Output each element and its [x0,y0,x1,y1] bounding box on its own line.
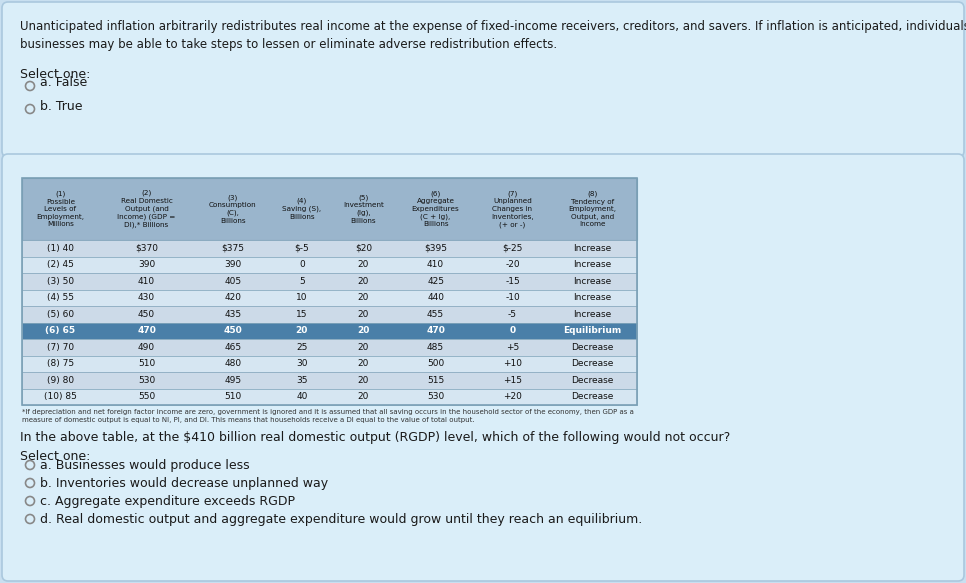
Text: Decrease: Decrease [571,392,613,401]
Text: 435: 435 [224,310,242,319]
Text: 25: 25 [297,343,307,352]
Text: 20: 20 [357,392,369,401]
Text: $-25: $-25 [502,244,523,253]
Text: 450: 450 [223,326,242,335]
Text: 530: 530 [138,376,156,385]
Text: 440: 440 [427,293,444,302]
Text: 20: 20 [357,260,369,269]
Text: 10: 10 [296,293,307,302]
Text: 0: 0 [298,260,304,269]
Text: $20: $20 [355,244,372,253]
Text: a. False: a. False [40,76,87,90]
Text: $375: $375 [221,244,244,253]
Text: (2) 45: (2) 45 [47,260,73,269]
Text: 5: 5 [298,277,304,286]
Text: 450: 450 [138,310,156,319]
Text: *If depreciation and net foreign factor income are zero, government is ignored a: *If depreciation and net foreign factor … [22,409,634,423]
Text: 500: 500 [427,359,444,368]
Text: b. Inventories would decrease unplanned way: b. Inventories would decrease unplanned … [40,476,328,490]
Text: Select one:: Select one: [20,68,91,81]
Text: Increase: Increase [573,310,611,319]
Text: 40: 40 [297,392,307,401]
Text: 495: 495 [224,376,242,385]
Text: 20: 20 [296,326,308,335]
Text: 20: 20 [357,326,370,335]
Text: +5: +5 [506,343,519,352]
Text: $395: $395 [424,244,447,253]
Text: (1) 40: (1) 40 [47,244,74,253]
Bar [22,178,637,405]
Text: Increase: Increase [573,293,611,302]
Text: c. Aggregate expenditure exceeds RGDP: c. Aggregate expenditure exceeds RGDP [40,494,295,507]
Text: 35: 35 [296,376,307,385]
Text: (3) 50: (3) 50 [47,277,74,286]
Text: -20: -20 [505,260,520,269]
Bar [22,388,637,405]
Text: 30: 30 [296,359,307,368]
Text: Decrease: Decrease [571,376,613,385]
Text: 0: 0 [509,326,516,335]
FancyBboxPatch shape [2,2,964,157]
Text: +10: +10 [503,359,522,368]
Text: (7) 70: (7) 70 [47,343,74,352]
Text: 20: 20 [357,343,369,352]
Text: (9) 80: (9) 80 [47,376,74,385]
Text: (4)
Saving (S),
Billions: (4) Saving (S), Billions [282,198,322,220]
Text: (4) 55: (4) 55 [47,293,74,302]
Text: Equilibrium: Equilibrium [563,326,621,335]
Text: b. True: b. True [40,100,82,113]
Text: a. Businesses would produce less: a. Businesses would produce less [40,458,249,472]
Text: (8) 75: (8) 75 [47,359,74,368]
Text: 410: 410 [138,277,156,286]
Text: 510: 510 [138,359,156,368]
Text: (3)
Consumption
(C),
Billions: (3) Consumption (C), Billions [209,194,256,224]
Bar [22,306,637,322]
Text: -5: -5 [508,310,517,319]
Text: d. Real domestic output and aggregate expenditure would grow until they reach an: d. Real domestic output and aggregate ex… [40,512,642,525]
Text: Increase: Increase [573,260,611,269]
Text: 550: 550 [138,392,156,401]
Text: 405: 405 [224,277,242,286]
Text: Increase: Increase [573,244,611,253]
Text: $-5: $-5 [295,244,309,253]
Text: (1)
Possible
Levels of
Employment,
Millions: (1) Possible Levels of Employment, Milli… [37,191,84,227]
Bar [22,290,637,306]
Text: 485: 485 [427,343,444,352]
Text: (7)
Unplanned
Changes in
Inventories,
(+ or -): (7) Unplanned Changes in Inventories, (+… [491,191,534,227]
Text: 20: 20 [357,376,369,385]
Text: 490: 490 [138,343,156,352]
Text: 470: 470 [137,326,156,335]
Text: businesses may be able to take steps to lessen or eliminate adverse redistributi: businesses may be able to take steps to … [20,38,557,51]
Text: 20: 20 [357,277,369,286]
FancyBboxPatch shape [2,154,964,581]
Bar [22,240,637,257]
Text: 455: 455 [427,310,444,319]
Text: 470: 470 [426,326,445,335]
Bar [22,356,637,372]
Text: 390: 390 [224,260,242,269]
Text: 510: 510 [224,392,242,401]
Text: (10) 85: (10) 85 [44,392,77,401]
Text: Decrease: Decrease [571,359,613,368]
Text: (5) 60: (5) 60 [47,310,74,319]
Bar [22,257,637,273]
Text: Select one:: Select one: [20,450,91,463]
Text: In the above table, at the $410 billion real domestic output (RGDP) level, which: In the above table, at the $410 billion … [20,431,730,444]
Text: 430: 430 [138,293,156,302]
Bar [22,178,637,240]
Text: (2)
Real Domestic
Output (and
Income) (GDP =
DI),* Billions: (2) Real Domestic Output (and Income) (G… [117,190,176,228]
Text: 465: 465 [224,343,242,352]
Text: +15: +15 [503,376,522,385]
Text: 20: 20 [357,293,369,302]
Text: -15: -15 [505,277,520,286]
Text: (8)
Tendency of
Employment,
Output, and
Income: (8) Tendency of Employment, Output, and … [568,191,616,227]
Text: 425: 425 [427,277,444,286]
Text: 390: 390 [138,260,156,269]
Text: 15: 15 [296,310,307,319]
Text: 515: 515 [427,376,444,385]
Text: 530: 530 [427,392,444,401]
Bar [22,372,637,388]
Text: 20: 20 [357,359,369,368]
Bar [22,273,637,290]
Text: +20: +20 [503,392,522,401]
